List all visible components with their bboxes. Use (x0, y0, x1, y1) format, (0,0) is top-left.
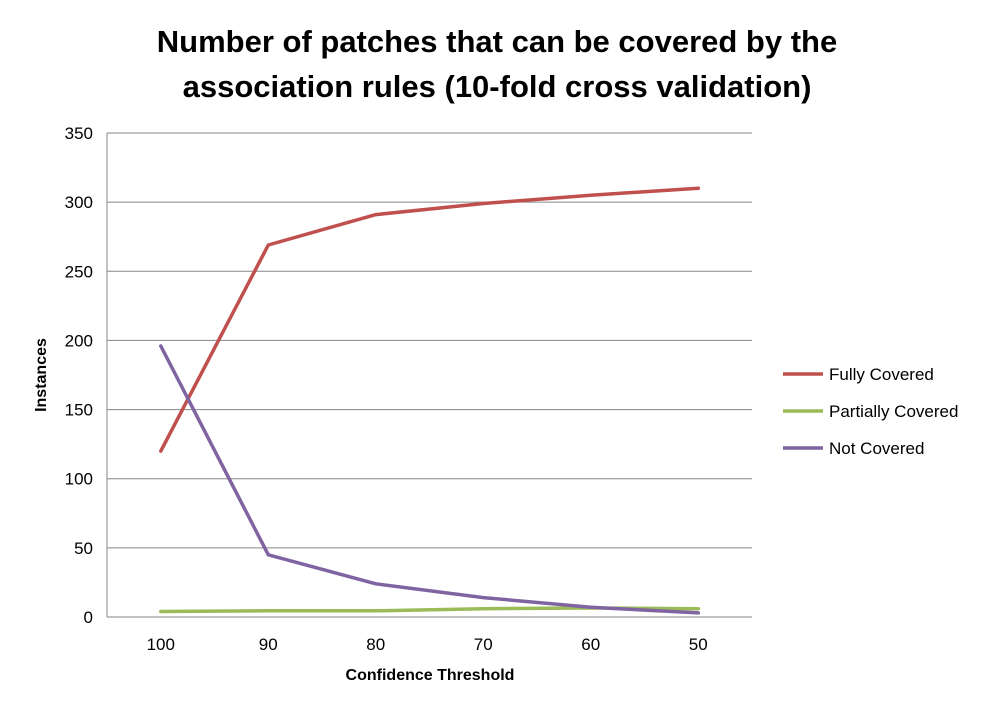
y-tick-label: 200 (65, 331, 93, 350)
x-tick-label: 90 (259, 635, 278, 654)
series-line-not-covered (159, 344, 701, 615)
x-tick-label: 60 (581, 635, 600, 654)
x-tick-label: 70 (474, 635, 493, 654)
x-axis-title: Confidence Threshold (346, 667, 515, 684)
y-tick-label: 150 (65, 401, 93, 420)
legend-label-not-covered: Not Covered (829, 439, 924, 458)
series-lines (159, 186, 701, 615)
legend-label-partially-covered: Partially Covered (829, 402, 958, 421)
y-tick-label: 50 (74, 539, 93, 558)
chart-title-line-1: Number of patches that can be covered by… (157, 24, 837, 59)
legend: Fully Covered Partially Covered Not Covere… (783, 365, 958, 458)
gridlines (107, 132, 752, 549)
series-line-fully-covered (159, 186, 701, 453)
x-tick-label: 100 (147, 635, 175, 654)
y-tick-label: 100 (65, 470, 93, 489)
x-tick-label: 80 (366, 635, 385, 654)
legend-label-fully-covered: Fully Covered (829, 365, 934, 384)
y-tick-label: 350 (65, 124, 93, 143)
x-tick-labels: 100 90 80 70 60 50 (147, 635, 708, 654)
chart-title-line-2: association rules (10-fold cross validat… (183, 69, 812, 104)
y-axis-title: Instances (33, 338, 50, 412)
y-tick-labels: 0 50 100 150 200 250 300 350 (65, 124, 93, 627)
y-tick-label: 250 (65, 262, 93, 281)
axes (106, 133, 752, 618)
x-tick-label: 50 (689, 635, 708, 654)
y-tick-label: 300 (65, 193, 93, 212)
y-tick-label: 0 (84, 608, 93, 627)
